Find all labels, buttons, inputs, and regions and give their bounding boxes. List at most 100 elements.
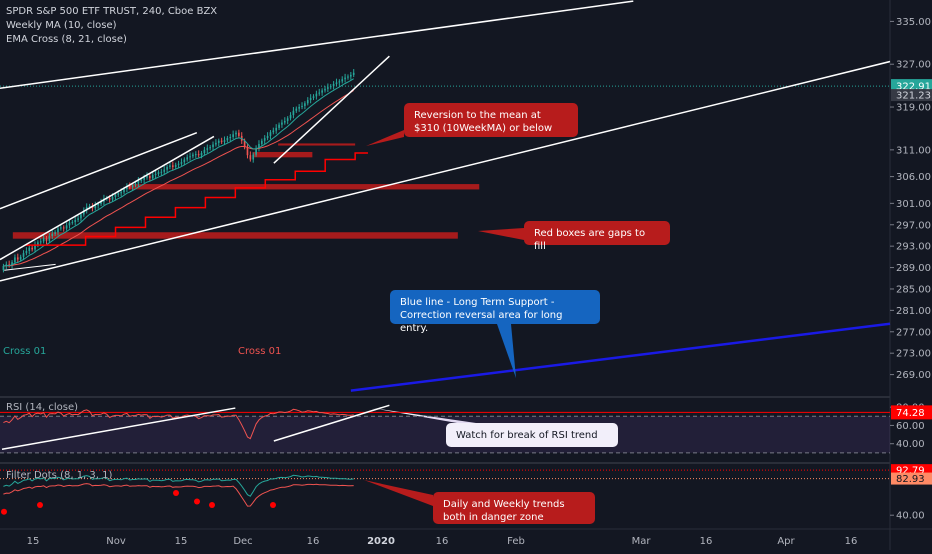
candle-body <box>85 207 88 211</box>
weekly-ma-line <box>25 152 368 246</box>
candle-body <box>266 135 269 139</box>
candle-body <box>146 176 148 178</box>
candle-body <box>263 138 266 141</box>
candle-body <box>209 147 211 149</box>
candle-body <box>235 132 237 135</box>
candle-body <box>82 210 85 215</box>
current-price-tag <box>891 89 932 102</box>
candle-body <box>68 222 71 226</box>
candle-body <box>48 235 51 241</box>
candle-body <box>65 225 68 229</box>
ema-cross-label-red: Cross 01 <box>238 346 282 357</box>
candle-body <box>304 103 306 106</box>
candle-body <box>324 88 326 91</box>
filter-signal-dot <box>194 498 200 505</box>
candle-body <box>283 120 286 123</box>
candle-body <box>215 142 217 145</box>
time-tick-label: Dec <box>233 536 252 547</box>
candle-body <box>42 238 45 242</box>
channel-upper-trendline[interactable] <box>0 132 198 210</box>
candle-body <box>292 110 295 116</box>
rsi-trend-callout-pointer <box>372 408 476 423</box>
support-callout[interactable]: Blue line - Long Term Support - Correcti… <box>390 290 600 334</box>
filter-red-line <box>3 483 354 507</box>
price-tick-label: 273.00 <box>896 349 931 360</box>
reversion-callout[interactable]: Reversion to the mean at $310 (10WeekMA)… <box>404 103 578 137</box>
candle-body <box>25 250 28 254</box>
gap-box <box>128 184 480 190</box>
candle-body <box>166 166 168 170</box>
last-price-tag-text: 322.91 <box>896 82 931 93</box>
blue-support-line[interactable] <box>350 322 891 392</box>
candle-body <box>321 90 323 93</box>
short-base-trendline[interactable] <box>4 263 56 271</box>
candle-body <box>338 81 341 83</box>
candle-body <box>315 93 318 97</box>
rsi-trend-callout[interactable]: Watch for break of RSI trend <box>446 423 618 447</box>
candle-body <box>60 227 62 229</box>
candle-body <box>197 154 200 156</box>
candle-body <box>108 198 111 200</box>
time-tick-label: 2020 <box>367 536 395 547</box>
candle-body <box>352 72 355 75</box>
candle-body <box>306 100 309 104</box>
candle-body <box>97 203 100 206</box>
candle-body <box>281 122 283 125</box>
candle-body <box>301 105 303 108</box>
gap-box <box>278 143 356 146</box>
filter-green-line <box>3 474 354 497</box>
filter-value-tag-2-text: 82.93 <box>896 474 925 485</box>
candle-body <box>151 174 154 179</box>
time-tick-label: 16 <box>307 536 320 547</box>
candle-body <box>180 162 183 164</box>
filter-signal-dot <box>1 508 7 515</box>
candle-body <box>74 219 77 223</box>
price-tick-label: 269.00 <box>896 370 931 381</box>
candle-body <box>54 232 56 234</box>
rsi-pane-label[interactable]: RSI (14, close) <box>6 402 79 413</box>
reversion-callout-pointer <box>366 130 404 146</box>
candle-body <box>312 96 315 98</box>
candle-body <box>243 140 246 148</box>
candle-body <box>246 147 249 156</box>
rsi-tick-label: 60.00 <box>896 421 925 432</box>
candle-body <box>295 108 298 111</box>
time-tick-label: Mar <box>632 536 652 547</box>
candle-body <box>126 186 128 189</box>
ema-cross-label-green: Cross 01 <box>3 346 47 357</box>
time-tick-label: Feb <box>507 536 525 547</box>
candle-body <box>154 173 157 175</box>
long-term-support-trendline[interactable] <box>0 60 891 282</box>
candle-body <box>37 242 39 246</box>
ema-8-line <box>3 78 354 267</box>
upper-channel-trendline[interactable] <box>0 0 634 90</box>
time-tick-label: 16 <box>436 536 449 547</box>
danger-zone-callout[interactable]: Daily and Weekly trends both in danger z… <box>433 492 595 524</box>
weekly-ma-indicator-label[interactable]: Weekly MA (10, close) <box>6 20 117 31</box>
gaps-callout[interactable]: Red boxes are gaps to fill <box>524 221 670 252</box>
price-tick-label: 301.00 <box>896 199 931 210</box>
candle-body <box>45 238 48 241</box>
filter-dots-pane-label[interactable]: Filter Dots (8, 1, 3, 1) <box>6 470 113 481</box>
support-callout-pointer <box>497 324 516 378</box>
candle-body <box>39 241 42 243</box>
candle-body <box>100 201 102 204</box>
price-tick-label: 289.00 <box>896 263 931 274</box>
candle-body <box>327 87 329 89</box>
candle-body <box>309 97 312 101</box>
channel-lower-trendline[interactable] <box>0 135 215 261</box>
candle-body <box>223 140 226 142</box>
price-tick-label: 306.00 <box>896 172 931 183</box>
current-price-tag-text: 321.23 <box>896 91 931 102</box>
steep-trendline[interactable] <box>273 55 390 164</box>
danger-callout-pointer <box>364 480 433 506</box>
price-tick-label: 335.00 <box>896 17 931 28</box>
candle-body <box>174 164 177 167</box>
rsi-value-tag <box>891 405 932 420</box>
ema-cross-indicator-label[interactable]: EMA Cross (8, 21, close) <box>6 34 127 45</box>
candle-body <box>226 138 229 141</box>
candle-body <box>14 257 16 263</box>
candle-body <box>344 77 346 80</box>
